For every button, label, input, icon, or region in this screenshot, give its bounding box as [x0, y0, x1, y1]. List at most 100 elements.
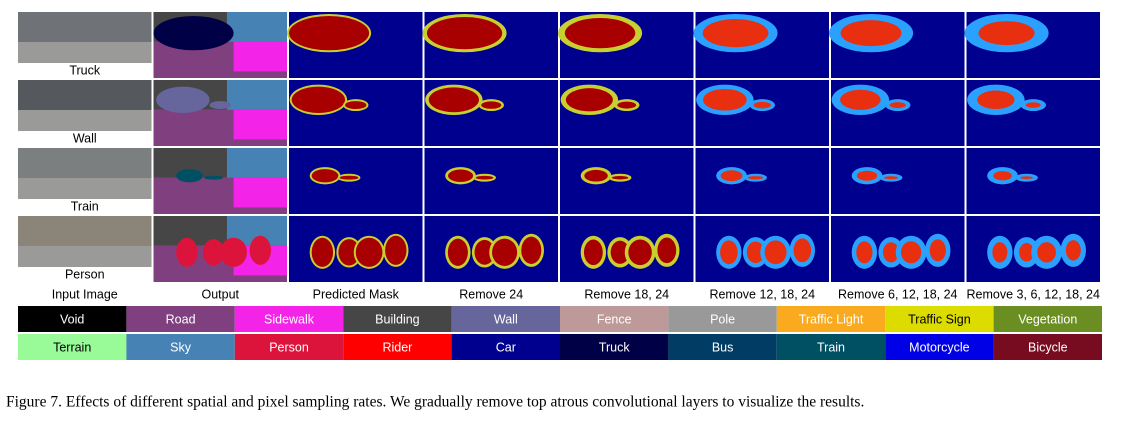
legend-label: Pole	[710, 312, 735, 326]
mask-blob	[492, 238, 518, 266]
mask-blob	[889, 102, 906, 109]
cell	[153, 80, 287, 146]
cell	[966, 80, 1100, 146]
mask-blob	[977, 90, 1015, 110]
mask-blob	[900, 241, 922, 264]
mask-bg	[424, 148, 558, 214]
seg-object	[156, 86, 210, 114]
mask-blob	[339, 175, 359, 180]
mask-blob	[611, 175, 629, 180]
column-label: Remove 12, 18, 24	[709, 287, 815, 301]
legend-swatch	[776, 334, 886, 360]
mask-blob	[565, 88, 613, 112]
photo-road	[18, 42, 152, 63]
label-band	[18, 199, 152, 214]
mask-blob	[793, 238, 812, 263]
cell	[966, 148, 1100, 214]
photo-road	[18, 246, 152, 267]
cell	[831, 148, 965, 214]
legend-swatch	[343, 334, 452, 360]
cell	[424, 216, 558, 282]
legend-swatch	[343, 306, 452, 332]
mask-blob	[1020, 176, 1034, 180]
legend-label: Traffic Light	[799, 312, 864, 326]
photo-road	[18, 110, 152, 131]
legend-swatch	[234, 306, 344, 332]
cell	[695, 216, 829, 282]
mask-blob	[628, 239, 652, 266]
mask-blob	[474, 239, 495, 265]
legend-swatch	[560, 334, 669, 360]
mask-blob	[1019, 243, 1035, 262]
mask-blob	[481, 101, 502, 109]
legend-swatch	[126, 334, 235, 360]
mask-blob	[475, 175, 494, 180]
mask-blob	[702, 19, 769, 48]
legend-swatch	[668, 306, 777, 332]
mask-blob	[657, 237, 677, 264]
legend-label: Motorcycle	[909, 340, 969, 354]
cell	[289, 216, 423, 282]
column-label: Remove 18, 24	[584, 287, 669, 301]
caption: Figure 7. Effects of different spatial a…	[6, 394, 864, 411]
cell: Person	[18, 216, 152, 282]
mask-blob	[1065, 240, 1081, 261]
cell	[424, 80, 558, 146]
legend-label: Void	[60, 312, 84, 326]
legend-label: Traffic Sign	[908, 312, 971, 326]
cell	[966, 216, 1100, 282]
cell	[560, 148, 694, 214]
row-label: Truck	[69, 63, 101, 77]
cell	[560, 216, 694, 282]
cell: Truck	[18, 12, 152, 78]
cell	[560, 80, 694, 146]
column-label: Remove 6, 12, 18, 24	[838, 287, 958, 301]
legend-label: Terrain	[53, 340, 91, 354]
mask-blob	[764, 240, 787, 265]
legend-swatch	[18, 306, 127, 332]
seg-object	[209, 101, 231, 110]
cell	[829, 12, 965, 78]
legend-swatch	[18, 334, 127, 360]
mask-blob	[311, 237, 334, 267]
legend-label: Bus	[712, 340, 734, 354]
cell	[693, 12, 829, 78]
mask-blob	[311, 169, 339, 183]
mask-blob	[840, 89, 881, 110]
legend-swatch	[993, 334, 1102, 360]
mask-blob	[345, 101, 367, 110]
mask-bg	[695, 148, 829, 214]
legend-swatch	[885, 306, 994, 332]
label-band	[18, 63, 152, 78]
column-label: Remove 3, 6, 12, 18, 24	[967, 287, 1100, 301]
cell	[153, 148, 287, 214]
mask-blob	[1025, 102, 1041, 108]
legend-label: Bicycle	[1028, 340, 1068, 354]
legend-label: Vegetation	[1018, 312, 1077, 326]
seg-object	[220, 237, 247, 267]
cell	[287, 12, 423, 78]
mask-blob	[617, 101, 637, 109]
seg-sidewalk	[233, 41, 287, 72]
legend-swatch	[451, 334, 560, 360]
label-band	[18, 131, 152, 146]
mask-blob	[610, 240, 630, 264]
mask-blob	[428, 87, 479, 113]
cell	[153, 12, 287, 78]
legend-label: Fence	[597, 312, 632, 326]
mask-blob	[447, 169, 474, 182]
legend-label: Building	[375, 312, 420, 326]
photo-road	[18, 178, 152, 199]
mask-bg	[560, 148, 694, 214]
legend-swatch	[234, 334, 344, 360]
legend-swatch	[668, 334, 777, 360]
column-label: Input Image	[52, 287, 118, 301]
seg-sidewalk	[233, 177, 287, 208]
mask-blob	[355, 237, 383, 267]
seg-sidewalk	[233, 109, 287, 140]
row-label: Person	[65, 267, 105, 281]
mask-blob	[720, 170, 743, 182]
cell	[422, 12, 558, 78]
label-band	[18, 267, 152, 282]
